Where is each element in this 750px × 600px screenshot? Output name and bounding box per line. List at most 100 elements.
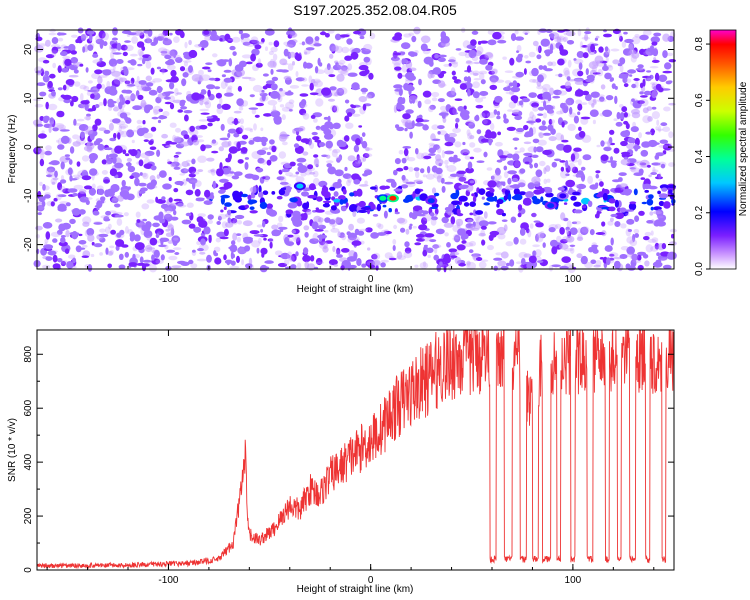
spectrogram-cell [503,171,509,179]
spectrogram-cell [536,54,542,60]
spectrogram-cell [72,174,81,178]
spectrogram-cell [637,100,645,104]
spectrogram-cell [599,181,604,187]
spectrogram-cell [434,208,439,215]
spectrogram-cell [333,199,341,203]
spectrogram-cell [86,141,95,150]
spectrogram-cell [323,191,331,199]
spectrogram-cell [316,196,323,202]
spectrogram-cell [576,51,585,58]
spectrogram-cell [639,67,646,73]
spectrogram-cell [100,83,106,90]
spectrogram-cell [421,217,428,225]
spectrogram-cell [116,59,124,64]
spectrogram-cell [489,75,499,83]
spectrogram-cell [392,239,397,245]
spectrogram-cell [322,185,327,192]
snr-x-axis-label: Height of straight line (km) [297,584,414,595]
spectrogram-cell [466,76,472,84]
spectrogram-cell [61,222,71,230]
spectrogram-cell [328,74,336,78]
spectrogram-cell [83,185,93,190]
spectrogram-cell [180,106,188,110]
spectrogram-cell [195,135,203,138]
spectrogram-cell [210,192,214,196]
spectrogram-cell [158,115,168,120]
spectrogram-cell [490,175,495,180]
spectrogram-cell [423,56,434,65]
spectrogram-cell [372,252,381,260]
spectrogram-cell [619,104,624,108]
spectrogram-cell [658,144,669,148]
spectrogram-cell [424,99,432,105]
spectrogram-cell [179,181,184,186]
spectrogram-cell [619,183,628,188]
spectrogram-cell [86,30,95,35]
spectrogram-cell [145,221,152,229]
spectrogram-cell [400,184,409,189]
spectrogram-cell [220,196,225,205]
spectrogram-cell [292,214,302,221]
spectrogram-cell [278,188,286,196]
spectrogram-cell [360,47,367,51]
spectrogram-cell [223,69,232,73]
spectrogram-cell [515,71,524,78]
spectrogram-cell [336,254,343,258]
spectrogram-cell [309,142,314,149]
spectrogram-cell [125,100,131,105]
spectrogram-cell [50,231,61,238]
spectrogram-cell [526,120,536,124]
spectrogram-cell [551,61,557,67]
spectrogram-cell [403,166,409,171]
spectrogram-cell [140,99,147,108]
spectrogram-cell [179,66,186,72]
spectrogram-cell [402,113,411,120]
spectrogram-cell [262,220,266,228]
spectrogram-cell [78,247,86,250]
spectrogram-cell [130,59,136,65]
spectrogram-cell [320,124,329,132]
spectrogram-cell [509,57,515,66]
spectrogram-cell [353,30,361,35]
spectrogram-cell [240,37,251,44]
spectrogram-cell [45,39,51,47]
spectrogram-cell [170,76,179,83]
spectrogram-cell [504,70,514,73]
spectrogram-cell [94,69,103,75]
spectrogram-cell [396,255,406,261]
spectrogram-cell [296,157,307,163]
spectrogram-cell [646,198,654,206]
spectrogram-cell [593,264,601,268]
spectrogram-cell [650,129,656,134]
spectrogram-cell [185,212,192,217]
spectrogram-cell [664,62,672,70]
spectrogram-cell [536,85,544,90]
spectrogram-cell [660,78,666,82]
spectrogram-cell [660,258,668,261]
spectrogram-cell [45,101,49,110]
spectrogram-cell [138,190,146,194]
spectrogram-cell [614,221,621,227]
spectrogram-cell [444,141,454,147]
spectrogram-cell [435,167,443,175]
spectrogram-cell [60,94,66,98]
spectrogram-cell [623,112,629,118]
spectrogram-cell [186,159,192,163]
spectrogram-cell [455,122,459,129]
spectrogram-cell [581,226,590,234]
spectrogram-cell [91,72,101,79]
spectrogram-cell [491,173,502,181]
spectrogram-cell [616,111,621,120]
spectrogram-cell [236,236,241,243]
spectrogram-cell [263,237,267,241]
spectrogram-cell [145,82,154,87]
snr-x-tick-label: -100 [158,575,178,586]
spectrogram-cell [428,142,435,146]
spectrogram-cell [191,74,202,82]
spectrogram-cell [630,259,637,267]
spectrogram-cell [628,202,637,211]
spectrogram-cell [62,84,67,91]
spectrogram-cell [513,188,520,196]
spectrogram-cell [548,264,554,272]
